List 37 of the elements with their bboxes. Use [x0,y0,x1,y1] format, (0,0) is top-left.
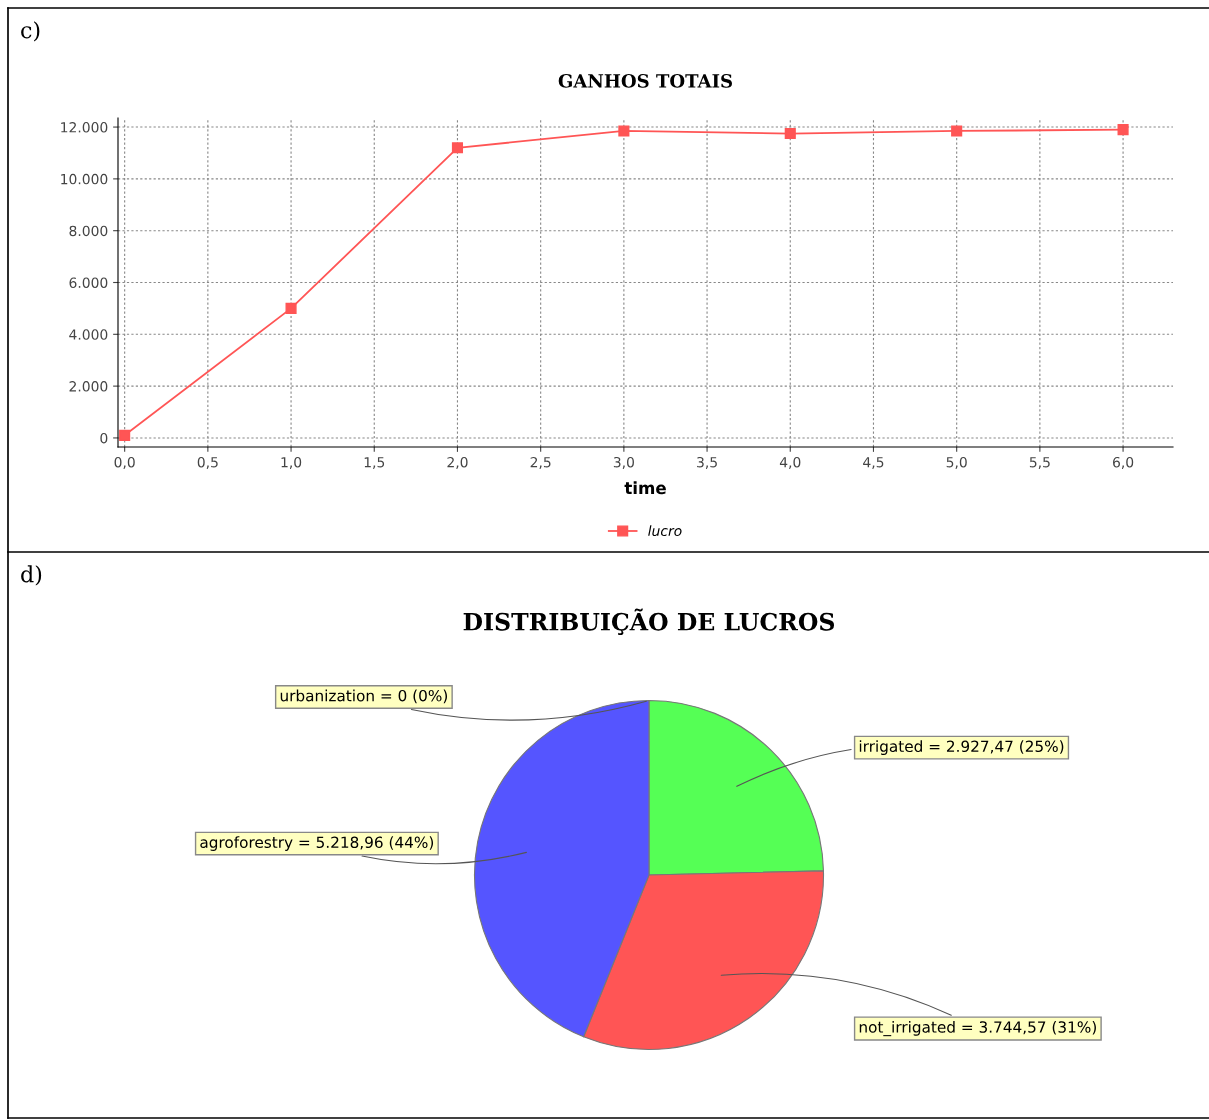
y-tick-label: 12.000 [61,122,108,133]
legend-label: lucro [648,525,682,537]
y-tick-label: 2.000 [69,381,108,392]
x-tick-label: 1,5 [364,457,385,469]
y-tick-label: 6.000 [69,277,108,288]
y-tick-label: 0 [100,432,108,444]
text: d) [21,565,42,586]
point [451,142,464,154]
y-tick-label: 8.000 [69,225,108,237]
y-tick-label: 4.000 [69,329,108,340]
x-tick-label: 0,0 [114,456,135,469]
x-tick-label: 2,0 [447,456,468,469]
slice-label: not_irrigated = 3.744,57 (31%) [859,1020,1096,1037]
slice-label: irrigated = 2.927,47 (25%) [859,740,1064,755]
slice-label: agroforestry = 5.218,96 (44%) [200,836,434,851]
text: c) [21,21,40,42]
x-axis-title: time [624,481,666,495]
x-tick-label: 1,0 [281,456,302,469]
point [951,125,963,137]
x-tick-label: 3,5 [697,456,717,469]
category-label: urbanization = 0 (0%) [280,689,447,704]
x-tick-label: 5,5 [1029,457,1050,469]
x-tick-label: 3,0 [613,456,634,469]
x-tick-label: 6,0 [1113,456,1134,469]
x-tick-label: 2,5 [530,456,551,469]
x-tick-label: 4,5 [863,457,884,469]
point [119,429,131,441]
point [784,127,796,140]
point [1117,124,1129,136]
y-tick-label: 10.000 [61,173,108,185]
chart-title: GANHOS TOTAIS [558,74,732,88]
x-tick-label: 4,0 [779,456,801,469]
x-tick-label: 5,0 [946,456,967,469]
x-tick-label: 0,5 [197,456,218,469]
point [618,125,630,137]
point [285,302,297,314]
chart-title: DISTRIBUIÇÃO DE LUCROS [463,608,835,635]
